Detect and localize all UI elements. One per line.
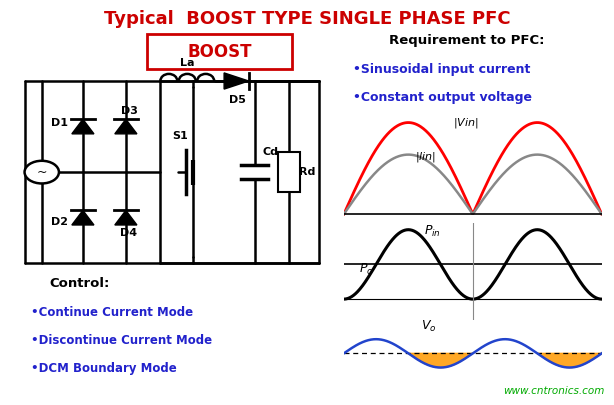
Text: •DCM Boundary Mode: •DCM Boundary Mode [31,362,176,375]
Polygon shape [115,211,137,225]
Polygon shape [224,73,249,89]
Text: BOOST: BOOST [187,43,252,61]
Text: •Constant output voltage: •Constant output voltage [352,91,532,104]
Bar [278,152,300,192]
Text: $P_o$: $P_o$ [359,262,374,277]
Circle shape [25,161,59,183]
Text: Requirement to PFC:: Requirement to PFC: [389,34,545,47]
Text: D2: D2 [51,217,68,227]
Text: Typical  BOOST TYPE SINGLE PHASE PFC: Typical BOOST TYPE SINGLE PHASE PFC [104,10,510,28]
Text: D1: D1 [51,117,68,128]
Text: $V_o$: $V_o$ [421,319,437,334]
Text: $|Vin|$: $|Vin|$ [453,116,479,130]
Text: www.cntronics.com: www.cntronics.com [503,386,605,396]
Bar [147,34,292,69]
Text: ~: ~ [36,166,47,179]
Text: •Continue Current Mode: •Continue Current Mode [31,306,193,319]
Text: $|lin|$: $|lin|$ [415,150,436,164]
Text: S1: S1 [172,131,188,141]
Text: D3: D3 [120,106,138,116]
Polygon shape [72,119,94,134]
Text: La: La [180,58,195,68]
Text: Control:: Control: [49,277,109,290]
Text: •Discontinue Current Mode: •Discontinue Current Mode [31,334,212,347]
Text: Rd: Rd [299,167,315,177]
Text: D4: D4 [120,228,138,238]
Text: D5: D5 [229,96,246,105]
Polygon shape [72,211,94,225]
Text: •Sinusoidal input current: •Sinusoidal input current [354,63,530,76]
Polygon shape [115,119,137,134]
Text: Cd: Cd [262,147,278,157]
Text: $P_{in}$: $P_{in}$ [424,224,441,239]
